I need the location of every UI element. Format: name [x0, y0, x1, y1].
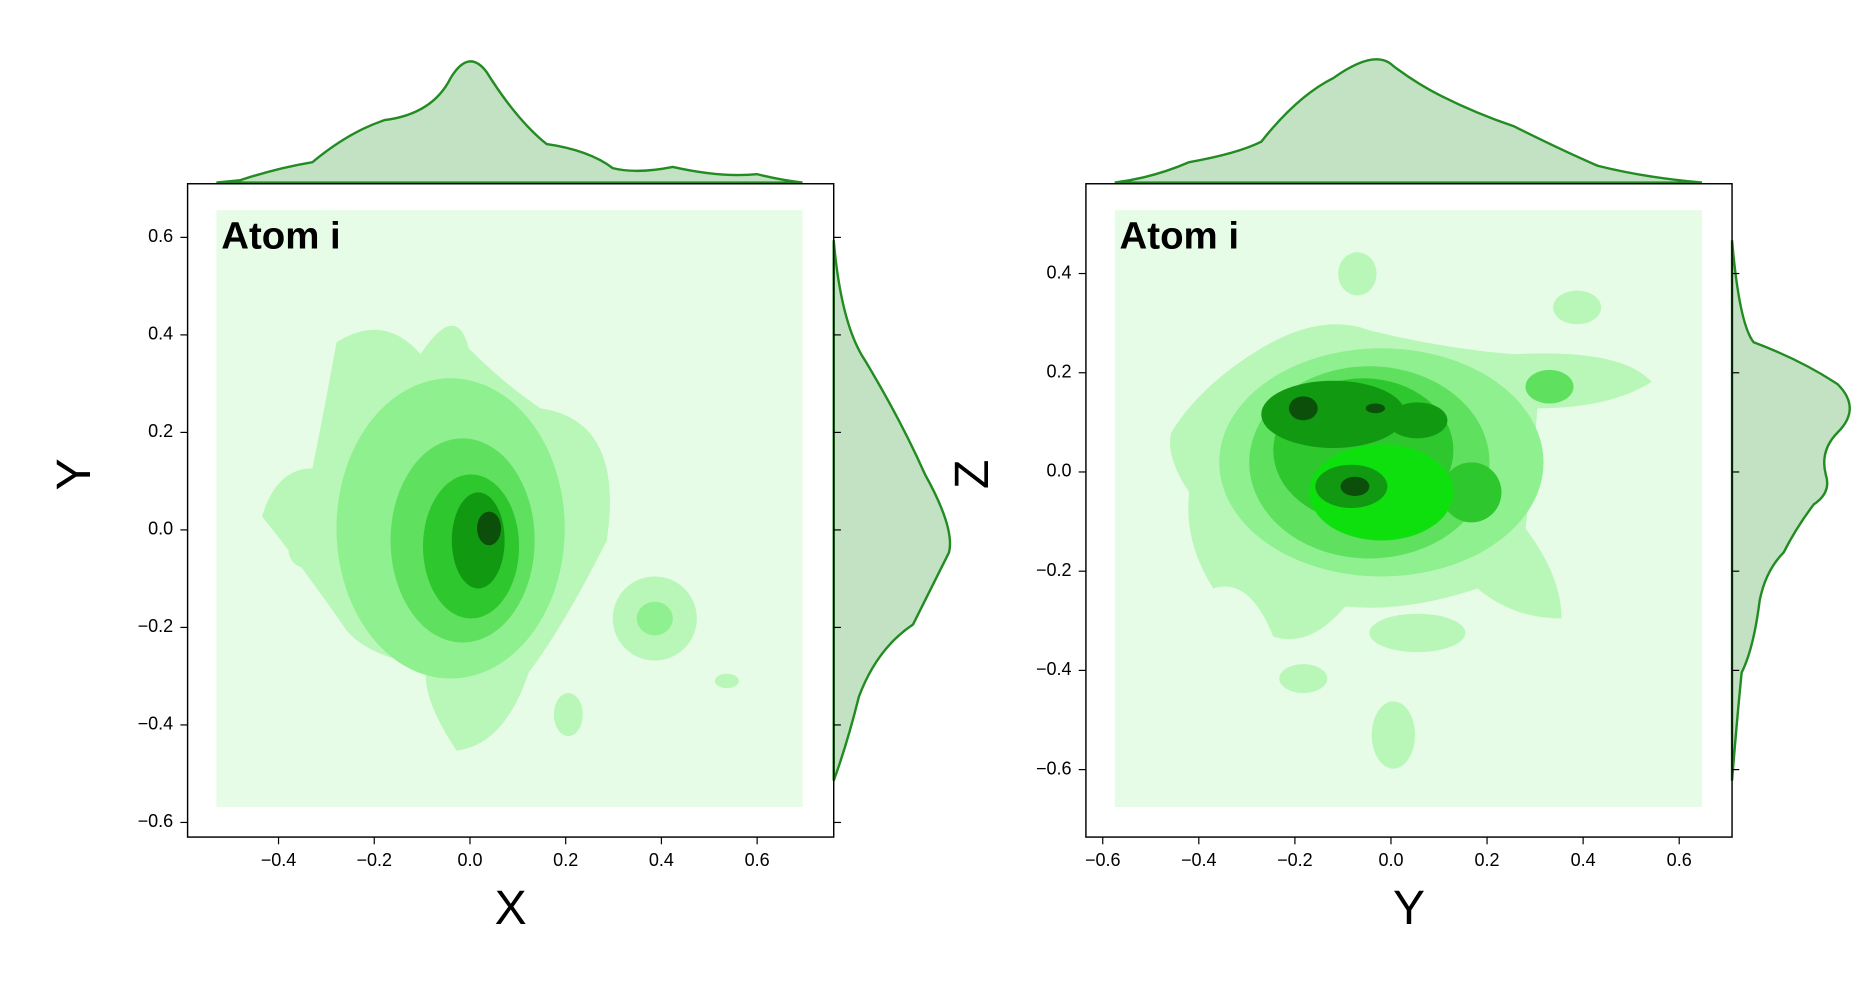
y-tick-label: −0.4 [1036, 659, 1072, 679]
y-tick-label: −0.2 [138, 616, 174, 636]
y-tick-label: −0.6 [138, 811, 174, 831]
marginal-y [1730, 240, 1851, 781]
y-tick-label: 0.2 [1046, 362, 1071, 382]
x-tick-label: 0.4 [649, 850, 674, 870]
contour-level [477, 511, 502, 546]
marginal-x [216, 60, 803, 184]
y-tick-label: 0.4 [148, 324, 173, 344]
x-tick-label: 0.2 [1475, 850, 1500, 870]
left-panel-shapes [216, 60, 952, 808]
x-tick-label: 0.0 [457, 850, 482, 870]
x-axis-label: Y [1393, 882, 1425, 935]
y-axis-label: Y [48, 458, 101, 490]
x-tick-label: 0.6 [745, 850, 770, 870]
x-tick-label: −0.6 [1085, 850, 1121, 870]
x-tick-label: −0.4 [1181, 850, 1217, 870]
annotation: Atom i [1120, 215, 1240, 258]
marginal-x [1114, 58, 1703, 184]
contour-level [1288, 396, 1385, 497]
y-tick-label: 0.0 [1046, 461, 1071, 481]
y-tick-label: −0.2 [1036, 560, 1072, 580]
x-tick-label: 0.4 [1571, 850, 1596, 870]
x-axis-label: X [495, 882, 527, 935]
y-tick-label: 0.0 [148, 519, 173, 539]
right-panel-shapes [1114, 58, 1851, 808]
annotation: Atom i [221, 215, 341, 258]
x-tick-label: 0.2 [553, 850, 578, 870]
x-tick-label: 0.6 [1667, 850, 1692, 870]
axes-frame [186, 183, 835, 838]
x-tick-label: 0.0 [1378, 850, 1403, 870]
y-axis-label: Z [946, 460, 999, 489]
x-tick-label: −0.4 [261, 850, 297, 870]
y-tick-label: 0.2 [148, 421, 173, 441]
marginal-y [832, 240, 952, 782]
y-tick-label: −0.6 [1036, 758, 1072, 778]
x-tick-label: −0.2 [356, 850, 392, 870]
x-tick-label: −0.2 [1277, 850, 1313, 870]
axes-frame [1085, 183, 1733, 838]
y-tick-label: 0.4 [1046, 262, 1071, 282]
y-tick-label: 0.6 [148, 226, 173, 246]
y-tick-label: −0.4 [138, 714, 174, 734]
